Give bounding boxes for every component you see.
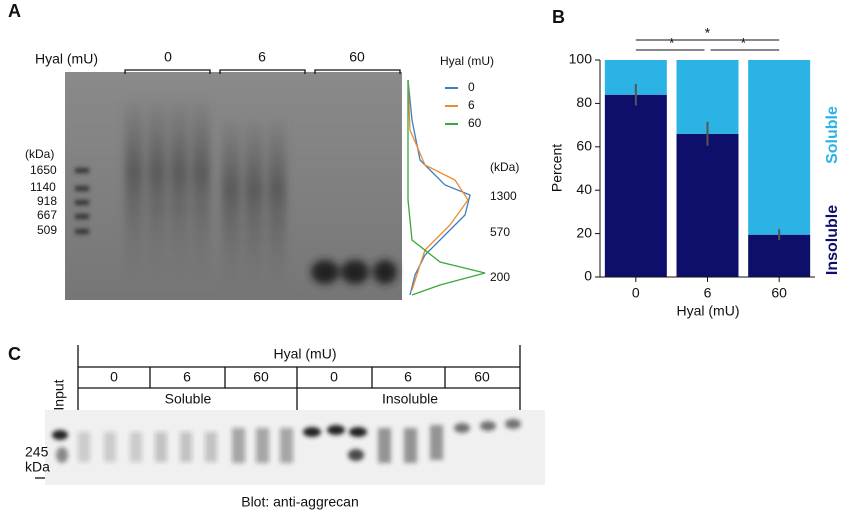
axis-label: Hyal (mU)	[35, 51, 98, 67]
marker-label: 245	[25, 444, 49, 460]
lane-brackets	[124, 69, 401, 74]
profile-unit: (kDa)	[490, 160, 519, 174]
significance-star: *	[741, 35, 747, 51]
ladder-label: 918	[37, 194, 57, 208]
ladder-label: 1140	[30, 180, 56, 194]
ladder-label: 509	[37, 223, 57, 237]
lane-label: 6	[258, 49, 266, 65]
bar-segment	[604, 94, 667, 277]
legend-label: 60	[468, 116, 482, 130]
gel-bands	[125, 100, 397, 290]
legend-title: Hyal (mU)	[440, 54, 494, 68]
panel-label: A	[8, 1, 21, 21]
y-tick-label: 40	[576, 181, 592, 197]
lane-label: 60	[474, 369, 490, 385]
x-tick-label: 60	[771, 285, 787, 301]
bar-segment	[748, 234, 811, 277]
profile-mark: 1300	[490, 189, 517, 203]
x-axis-label: Hyal (mU)	[677, 303, 740, 319]
panel-label: C	[8, 344, 21, 364]
caption: Blot: anti-aggrecan	[241, 494, 359, 510]
ladder-unit: (kDa)	[25, 147, 54, 161]
y-tick-label: 60	[576, 138, 592, 154]
legend-label: Insoluble	[824, 205, 841, 275]
profile-mark: 570	[490, 225, 510, 239]
input-label: Input	[51, 379, 67, 410]
lane-label: 0	[110, 369, 118, 385]
lane-label: 6	[183, 369, 191, 385]
y-tick-label: 0	[584, 268, 592, 284]
bar-segment	[676, 60, 739, 134]
x-tick-label: 0	[632, 285, 640, 301]
marker-unit: kDa	[25, 459, 50, 475]
significance-star: *	[669, 35, 675, 51]
bar-segment	[676, 133, 739, 277]
ladder-label: 1650	[30, 163, 57, 177]
blot	[45, 410, 545, 485]
lane-label: 0	[330, 369, 338, 385]
lane-table	[35, 345, 521, 479]
lane-label: 6	[404, 369, 412, 385]
axis-label: Hyal (mU)	[274, 346, 337, 362]
y-axis-label: Percent	[549, 144, 565, 192]
ladder-label: 667	[37, 208, 57, 222]
lane-label: 60	[349, 49, 365, 65]
blot-bands	[52, 419, 521, 463]
lane-label: 60	[253, 369, 269, 385]
legend-label: Soluble	[824, 106, 841, 164]
ladder	[75, 168, 89, 234]
group-label: Soluble	[165, 391, 212, 407]
profile-mark: 200	[490, 270, 510, 284]
y-tick-label: 80	[576, 94, 592, 110]
density-profiles	[407, 79, 486, 296]
y-tick-label: 20	[576, 224, 592, 240]
bar-segment	[748, 60, 811, 235]
significance-star: *	[705, 25, 711, 41]
group-label: Insoluble	[382, 391, 438, 407]
legend-label: 0	[468, 80, 475, 94]
panel-label: B	[552, 7, 565, 27]
x-tick-label: 6	[704, 285, 712, 301]
legend-label: 6	[468, 98, 475, 112]
y-tick-label: 100	[569, 51, 593, 67]
lane-label: 0	[164, 49, 172, 65]
